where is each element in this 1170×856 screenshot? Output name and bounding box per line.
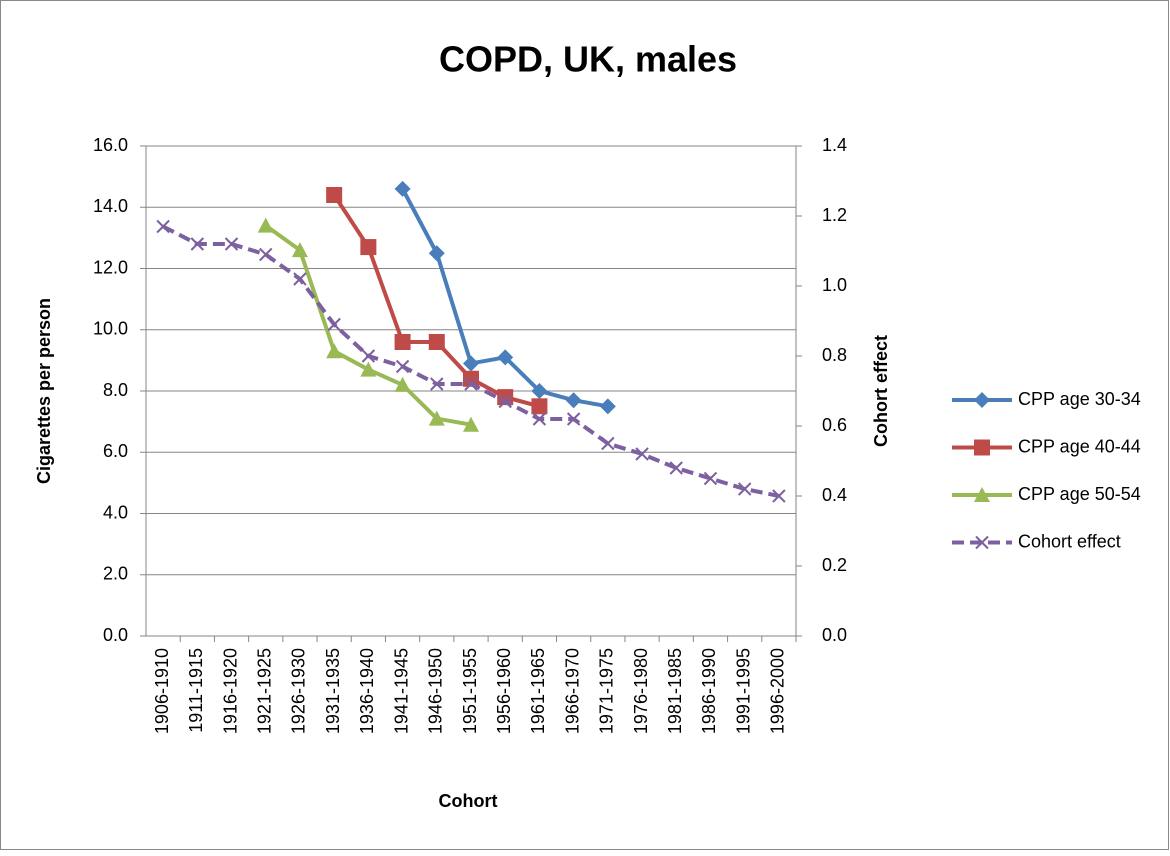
- y2-tick-label: 1.2: [822, 205, 847, 225]
- y-tick-label: 4.0: [103, 502, 128, 522]
- point: [463, 370, 479, 387]
- x-tick-label: 1921-1925: [254, 648, 274, 734]
- point: [566, 412, 581, 426]
- point: [531, 383, 548, 399]
- x-tick-label: 1906-1910: [152, 648, 172, 734]
- legend-marker: [974, 487, 990, 502]
- x-tick-label: 1986-1990: [699, 648, 719, 734]
- point: [394, 376, 411, 392]
- point: [463, 355, 479, 372]
- y-tick-label: 10.0: [93, 319, 128, 339]
- point: [531, 398, 548, 415]
- y-tick-label: 16.0: [93, 135, 128, 155]
- legend-marker: [974, 439, 990, 456]
- point: [463, 416, 479, 432]
- legend-marker: [974, 392, 990, 408]
- x-tick-label: 1911-1915: [186, 648, 206, 733]
- y-tick-label: 8.0: [103, 380, 128, 400]
- x-tick-label: 1961-1965: [528, 648, 548, 734]
- x-tick-label: 1956-1960: [494, 648, 514, 734]
- y-tick-label: 12.0: [93, 257, 128, 277]
- x-tick-label: 1931-1935: [323, 648, 343, 734]
- point: [532, 412, 547, 426]
- y2-tick-label: 1.0: [822, 275, 847, 295]
- point: [430, 377, 444, 391]
- x-tick-label: 1971-1975: [597, 648, 617, 734]
- x-tick-label: 1981-1985: [665, 648, 685, 734]
- y2-tick-label: 0.6: [822, 415, 847, 435]
- legend-label: CPP age 30-34: [1018, 389, 1141, 409]
- y2-tick-label: 0.8: [822, 345, 847, 365]
- x-tick-label: 1976-1980: [631, 648, 651, 734]
- point: [635, 447, 649, 461]
- y2-tick-label: 0.0: [822, 625, 847, 645]
- x-tick-label: 1996-2000: [768, 648, 788, 734]
- legend-label: Cohort effect: [1018, 531, 1121, 551]
- point: [599, 398, 616, 415]
- point: [259, 247, 273, 262]
- x-tick-label: 1916-1920: [220, 648, 240, 734]
- legend-label: CPP age 40-44: [1018, 436, 1141, 456]
- point: [257, 217, 274, 233]
- point: [224, 237, 239, 251]
- x-tick-label: 1941-1945: [391, 648, 411, 734]
- point: [360, 361, 377, 377]
- point: [326, 187, 343, 203]
- point: [326, 343, 343, 359]
- x-axis-label: Cohort: [439, 791, 498, 811]
- point: [428, 245, 445, 262]
- y-axis-label: Cigarettes per person: [34, 298, 54, 484]
- legend-marker: [975, 535, 989, 550]
- y2-tick-label: 0.4: [822, 485, 847, 505]
- point: [428, 410, 445, 426]
- point: [565, 392, 582, 409]
- point: [156, 219, 170, 234]
- point: [737, 482, 752, 496]
- point: [772, 489, 786, 503]
- point: [395, 359, 410, 374]
- point: [669, 461, 683, 475]
- legend-label: CPP age 50-54: [1018, 484, 1141, 504]
- y-tick-label: 6.0: [103, 441, 128, 461]
- point: [394, 334, 411, 350]
- x-tick-label: 1936-1940: [357, 648, 377, 734]
- point: [190, 237, 205, 251]
- x-tick-label: 1966-1970: [562, 648, 582, 734]
- point: [360, 239, 377, 256]
- point: [361, 349, 376, 363]
- x-tick-label: 1946-1950: [426, 648, 446, 734]
- y2-axis-label: Cohort effect: [871, 335, 891, 447]
- point: [703, 471, 718, 486]
- point: [497, 349, 514, 366]
- point: [498, 394, 512, 409]
- point: [394, 180, 411, 197]
- point: [293, 272, 307, 286]
- point: [327, 317, 341, 332]
- point: [601, 436, 615, 451]
- y-tick-label: 0.0: [103, 625, 128, 645]
- x-tick-label: 1991-1995: [733, 648, 753, 734]
- point: [464, 377, 478, 391]
- x-tick-label: 1951-1955: [460, 648, 480, 734]
- y-tick-label: 14.0: [93, 196, 128, 216]
- point: [428, 334, 445, 350]
- x-tick-label: 1926-1930: [289, 648, 309, 734]
- y-tick-label: 2.0: [103, 564, 128, 584]
- y2-tick-label: 1.4: [822, 135, 847, 155]
- chart-title: COPD, UK, males: [439, 39, 737, 80]
- point: [291, 242, 308, 258]
- y2-tick-label: 0.2: [822, 555, 847, 575]
